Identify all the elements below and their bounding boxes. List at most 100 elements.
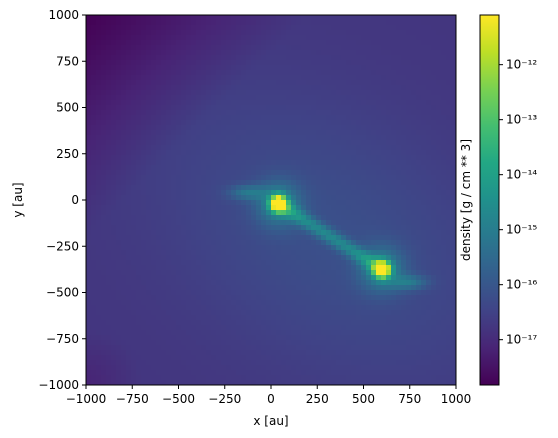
heatmap-cell xyxy=(421,285,427,291)
heatmap-cell xyxy=(151,180,157,186)
heatmap-cell xyxy=(296,335,302,341)
heatmap-cell xyxy=(196,155,202,161)
heatmap-cell xyxy=(336,50,342,56)
heatmap-cell xyxy=(441,285,447,291)
heatmap-cell xyxy=(191,155,197,161)
heatmap-cell xyxy=(106,155,112,161)
heatmap-cell xyxy=(241,110,247,116)
heatmap-cell xyxy=(186,120,192,126)
heatmap-cell xyxy=(411,130,417,136)
heatmap-cell xyxy=(381,175,387,181)
heatmap-cell xyxy=(296,135,302,141)
heatmap-cell xyxy=(246,180,252,186)
heatmap-cell xyxy=(276,210,282,216)
heatmap-cell xyxy=(401,70,407,76)
heatmap-cell xyxy=(206,315,212,321)
heatmap-cell xyxy=(391,50,397,56)
heatmap-cell xyxy=(301,225,307,231)
heatmap-cell xyxy=(161,240,167,246)
heatmap-cell xyxy=(451,20,456,26)
heatmap-cell xyxy=(126,350,132,356)
heatmap-cell xyxy=(401,210,407,216)
heatmap-cell xyxy=(371,270,377,276)
heatmap-cell xyxy=(246,310,252,316)
heatmap-cell xyxy=(371,325,377,331)
heatmap-cell xyxy=(371,305,377,311)
heatmap-cell xyxy=(256,310,262,316)
heatmap-cell xyxy=(401,290,407,296)
heatmap-cell xyxy=(171,15,177,21)
heatmap-cell xyxy=(381,185,387,191)
heatmap-cell xyxy=(421,340,427,346)
heatmap-cell xyxy=(406,320,412,326)
heatmap-cell xyxy=(281,340,287,346)
heatmap-cell xyxy=(246,170,252,176)
heatmap-cell xyxy=(96,350,102,356)
heatmap-cell xyxy=(166,125,172,131)
heatmap-cell xyxy=(266,145,272,151)
heatmap-cell xyxy=(146,315,152,321)
heatmap-cell xyxy=(166,235,172,241)
heatmap-cell xyxy=(406,150,412,156)
heatmap-cell xyxy=(431,35,437,41)
heatmap-cell xyxy=(281,200,287,206)
heatmap-cell xyxy=(396,80,402,86)
heatmap-cell xyxy=(451,245,456,251)
heatmap-cell xyxy=(211,215,217,221)
heatmap-cell xyxy=(221,155,227,161)
heatmap-cell xyxy=(266,290,272,296)
heatmap-cell xyxy=(361,45,367,51)
heatmap-cell xyxy=(451,40,456,46)
heatmap-cell xyxy=(436,305,442,311)
heatmap-cell xyxy=(211,270,217,276)
heatmap-cell xyxy=(351,115,357,121)
heatmap-cell xyxy=(266,295,272,301)
heatmap-cell xyxy=(246,300,252,306)
heatmap-cell xyxy=(86,215,92,221)
heatmap-cell xyxy=(281,140,287,146)
heatmap-cell xyxy=(161,225,167,231)
heatmap-cell xyxy=(216,40,222,46)
heatmap-cell xyxy=(131,180,137,186)
heatmap-cell xyxy=(91,105,97,111)
heatmap-cell xyxy=(196,310,202,316)
heatmap-cell xyxy=(246,340,252,346)
heatmap-cell xyxy=(201,210,207,216)
heatmap-cell xyxy=(151,305,157,311)
heatmap-cell xyxy=(401,15,407,21)
heatmap-cell xyxy=(121,35,127,41)
heatmap-cell xyxy=(301,270,307,276)
heatmap-cell xyxy=(446,270,452,276)
heatmap-cell xyxy=(191,15,197,21)
heatmap-cell xyxy=(166,20,172,26)
heatmap-cell xyxy=(271,320,277,326)
heatmap-cell xyxy=(406,250,412,256)
heatmap-cell xyxy=(166,65,172,71)
heatmap-cell xyxy=(246,50,252,56)
heatmap-cell xyxy=(291,155,297,161)
heatmap-cell xyxy=(441,340,447,346)
heatmap-cell xyxy=(151,160,157,166)
heatmap-cell xyxy=(91,285,97,291)
heatmap-cell xyxy=(251,290,257,296)
heatmap-cell xyxy=(351,35,357,41)
heatmap-cell xyxy=(441,235,447,241)
heatmap-cell xyxy=(196,100,202,106)
heatmap-cell xyxy=(261,105,267,111)
heatmap-cell xyxy=(441,125,447,131)
heatmap-cell xyxy=(396,155,402,161)
heatmap-cell xyxy=(116,340,122,346)
heatmap-cell xyxy=(361,220,367,226)
heatmap-cell xyxy=(426,115,432,121)
heatmap-cell xyxy=(366,275,372,281)
heatmap-cell xyxy=(451,315,456,321)
heatmap-cell xyxy=(146,330,152,336)
heatmap-cell xyxy=(371,165,377,171)
heatmap-cell xyxy=(96,300,102,306)
heatmap-cell xyxy=(206,255,212,261)
heatmap-cell xyxy=(216,100,222,106)
heatmap-cell xyxy=(366,100,372,106)
heatmap-cell xyxy=(276,340,282,346)
heatmap-cell xyxy=(326,160,332,166)
heatmap-cell xyxy=(316,90,322,96)
